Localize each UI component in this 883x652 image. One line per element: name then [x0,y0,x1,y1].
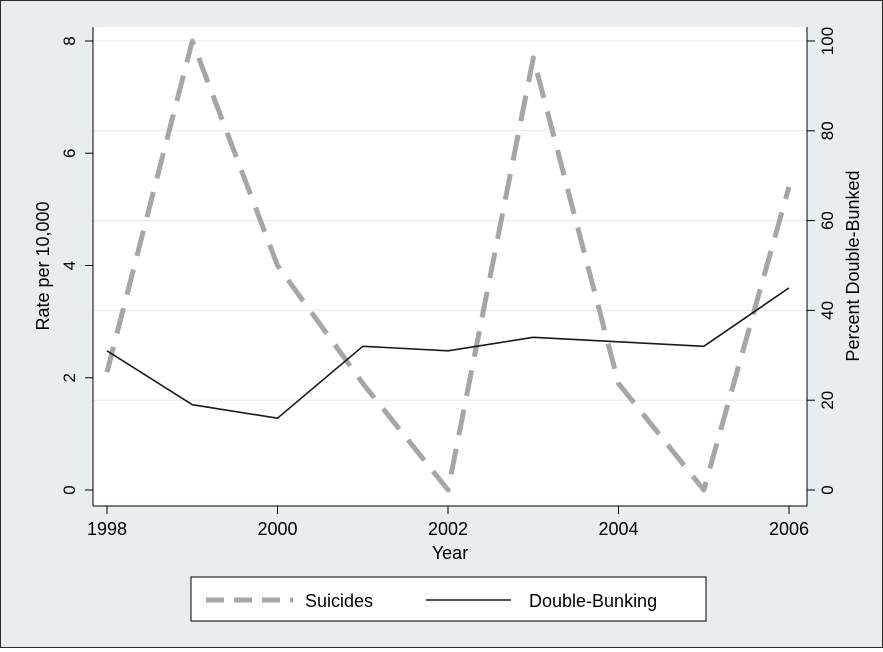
axes [92,27,808,507]
right-y-tick-label: 20 [818,391,837,410]
right-y-tick-label: 40 [818,301,837,320]
right-y-axis-label: Percent Double-Bunked [843,170,863,361]
x-axis-label: Year [432,543,468,563]
left-y-tick-label: 4 [60,261,79,270]
legend: Suicides Double-Bunking [190,576,707,622]
plot-area [93,27,807,506]
x-tick-label: 2004 [598,519,638,539]
x-tick-label: 2000 [257,519,297,539]
series-lines [104,38,792,493]
right-y-tick-label: 60 [818,211,837,230]
legend-double-bunking-label: Double-Bunking [529,591,657,611]
right-y-tick-label: 0 [818,485,837,494]
left-y-tick-label: 0 [60,485,79,494]
x-tick-label: 2006 [769,519,809,539]
right-y-tick-label: 80 [818,121,837,140]
left-y-tick-label: 2 [60,373,79,382]
left-y-tick-label: 6 [60,149,79,158]
legend-suicides-label: Suicides [305,591,373,611]
suicides-line [104,38,792,493]
x-tick-label: 1998 [87,519,127,539]
left-y-axis-label: Rate per 10,000 [33,201,53,330]
grid-lines [93,40,807,401]
right-y-tick-label: 100 [818,27,837,55]
x-tick-label: 2002 [428,519,468,539]
left-y-tick-label: 8 [60,36,79,45]
double-bunking-line [106,287,790,420]
